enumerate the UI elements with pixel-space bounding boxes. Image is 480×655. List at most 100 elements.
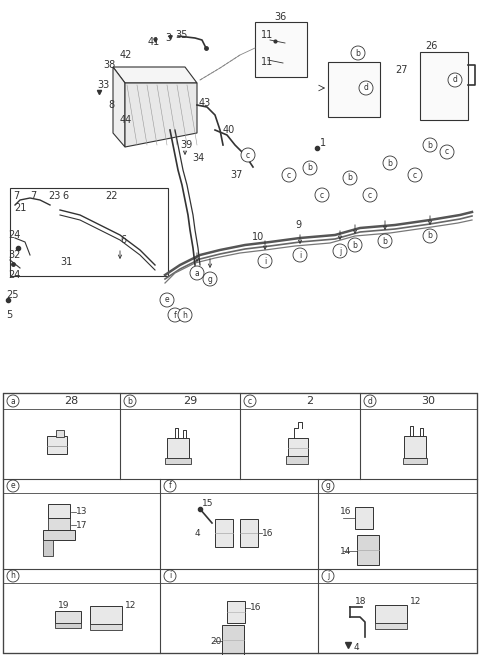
Circle shape bbox=[203, 272, 217, 286]
Text: c: c bbox=[287, 170, 291, 179]
Text: j: j bbox=[327, 572, 329, 580]
Bar bbox=[328, 62, 380, 117]
Text: 40: 40 bbox=[223, 125, 235, 135]
Text: g: g bbox=[325, 481, 330, 491]
Circle shape bbox=[440, 145, 454, 159]
Text: 16: 16 bbox=[250, 603, 262, 612]
Circle shape bbox=[363, 188, 377, 202]
Bar bbox=[48, 518, 70, 530]
Circle shape bbox=[364, 395, 376, 407]
Text: i: i bbox=[264, 257, 266, 265]
Text: 7: 7 bbox=[13, 191, 19, 201]
Text: 14: 14 bbox=[340, 546, 351, 555]
Text: 23: 23 bbox=[48, 191, 60, 201]
Text: b: b bbox=[128, 396, 132, 405]
Circle shape bbox=[160, 293, 174, 307]
Text: 30: 30 bbox=[421, 396, 435, 406]
Bar bbox=[255, 22, 307, 77]
Bar bbox=[357, 535, 379, 565]
Text: 26: 26 bbox=[425, 41, 437, 51]
Text: 8: 8 bbox=[108, 100, 114, 110]
Text: 44: 44 bbox=[120, 115, 132, 125]
Bar bbox=[240, 519, 258, 547]
Text: 39: 39 bbox=[180, 140, 192, 150]
Bar bbox=[167, 438, 189, 458]
Text: g: g bbox=[207, 274, 213, 284]
Bar bbox=[420, 52, 468, 120]
Circle shape bbox=[348, 238, 362, 252]
Text: 20: 20 bbox=[210, 637, 221, 645]
Bar bbox=[222, 625, 244, 655]
Text: 41: 41 bbox=[148, 37, 160, 47]
Bar bbox=[403, 458, 427, 464]
Circle shape bbox=[359, 81, 373, 95]
Circle shape bbox=[322, 570, 334, 582]
Text: 22: 22 bbox=[105, 191, 118, 201]
Bar bbox=[404, 436, 426, 458]
Text: d: d bbox=[363, 83, 369, 92]
Text: a: a bbox=[11, 396, 15, 405]
Circle shape bbox=[7, 395, 19, 407]
Bar bbox=[48, 504, 70, 518]
Text: 38: 38 bbox=[103, 60, 115, 70]
Text: 36: 36 bbox=[274, 12, 286, 22]
Circle shape bbox=[7, 480, 19, 492]
Text: i: i bbox=[299, 250, 301, 259]
Text: 7: 7 bbox=[30, 191, 36, 201]
Circle shape bbox=[241, 148, 255, 162]
Text: 2: 2 bbox=[306, 396, 313, 406]
Text: 24: 24 bbox=[8, 270, 20, 280]
Bar bbox=[55, 623, 81, 628]
Text: 43: 43 bbox=[199, 98, 211, 108]
Text: 16: 16 bbox=[262, 529, 274, 538]
Text: f: f bbox=[168, 481, 171, 491]
Circle shape bbox=[378, 234, 392, 248]
Bar bbox=[3, 393, 477, 653]
Circle shape bbox=[315, 188, 329, 202]
Text: 9: 9 bbox=[295, 220, 301, 230]
Text: b: b bbox=[428, 231, 432, 240]
Text: 27: 27 bbox=[395, 65, 408, 75]
Text: 5: 5 bbox=[6, 310, 12, 320]
Circle shape bbox=[178, 308, 192, 322]
Text: 31: 31 bbox=[60, 257, 72, 267]
Polygon shape bbox=[125, 83, 197, 147]
Text: b: b bbox=[356, 48, 360, 58]
Circle shape bbox=[333, 244, 347, 258]
Bar bbox=[375, 605, 407, 623]
Bar bbox=[90, 624, 122, 630]
Text: 3: 3 bbox=[165, 33, 171, 43]
Circle shape bbox=[423, 138, 437, 152]
Text: 28: 28 bbox=[64, 396, 79, 406]
Text: b: b bbox=[387, 159, 393, 168]
Text: 11: 11 bbox=[261, 30, 273, 40]
Polygon shape bbox=[113, 67, 125, 147]
Text: 18: 18 bbox=[355, 597, 367, 607]
Bar bbox=[288, 438, 308, 456]
Circle shape bbox=[383, 156, 397, 170]
Circle shape bbox=[168, 308, 182, 322]
Circle shape bbox=[408, 168, 422, 182]
Text: 29: 29 bbox=[183, 396, 197, 406]
Text: 21: 21 bbox=[14, 203, 26, 213]
Bar bbox=[55, 611, 81, 623]
Text: b: b bbox=[308, 164, 312, 172]
Bar bbox=[375, 623, 407, 629]
Text: 12: 12 bbox=[125, 601, 136, 610]
Text: 6: 6 bbox=[120, 235, 126, 245]
Text: c: c bbox=[320, 191, 324, 200]
Circle shape bbox=[258, 254, 272, 268]
Circle shape bbox=[351, 46, 365, 60]
Text: 15: 15 bbox=[202, 500, 214, 508]
Text: 13: 13 bbox=[76, 506, 87, 515]
Text: c: c bbox=[368, 191, 372, 200]
Circle shape bbox=[343, 171, 357, 185]
Text: 42: 42 bbox=[120, 50, 132, 60]
Bar bbox=[215, 519, 233, 547]
Text: 12: 12 bbox=[410, 597, 421, 605]
Circle shape bbox=[124, 395, 136, 407]
Text: 6: 6 bbox=[62, 191, 68, 201]
Circle shape bbox=[293, 248, 307, 262]
Text: e: e bbox=[165, 295, 169, 305]
Text: c: c bbox=[246, 151, 250, 160]
